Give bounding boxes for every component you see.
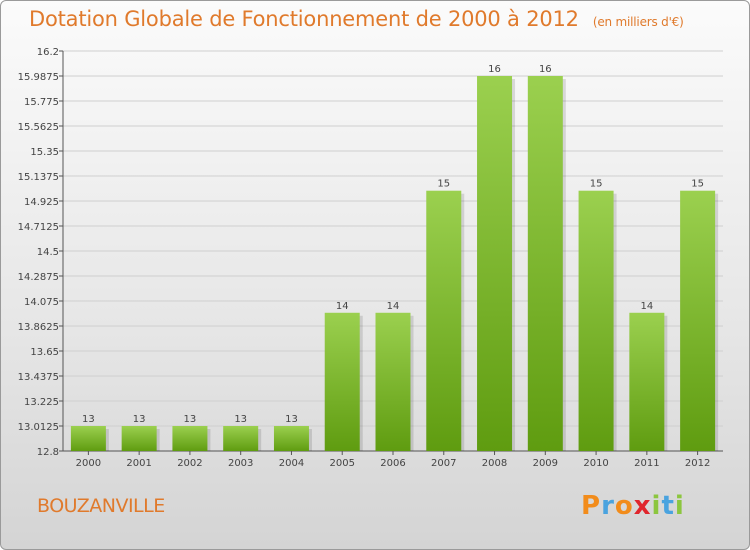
bar-value-label: 13 [82,414,95,425]
chart-title: Dotation Globale de Fonctionnement de 20… [29,7,684,31]
y-tick-label: 14.7125 [18,222,59,233]
bar [172,426,208,451]
x-tick-label: 2001 [126,458,151,469]
logo-letter: P [581,491,602,521]
chart-title-text: Dotation Globale de Fonctionnement de 20… [29,7,579,31]
y-tick-label: 13.225 [24,397,59,408]
x-tick-label: 2004 [279,458,304,469]
y-tick-label: 13.0125 [18,422,59,433]
bar [426,190,462,452]
bar [121,426,157,451]
bar [70,426,106,451]
x-tick-label: 2002 [177,458,202,469]
logo-letter: x [633,491,652,521]
bar [629,312,665,451]
y-tick-label: 16.2 [37,47,59,58]
x-tick-label: 2009 [533,458,558,469]
logo-letter: i [674,491,685,521]
x-tick-label: 2000 [76,458,101,469]
y-tick-label: 14.2875 [18,272,59,283]
bar [324,312,360,451]
bar [527,76,563,451]
y-tick-label: 14.925 [24,197,59,208]
x-tick-label: 2007 [431,458,456,469]
x-tick-label: 2005 [330,458,355,469]
bar-value-label: 13 [285,414,298,425]
proxiti-logo: Proxiti [581,491,685,521]
commune-name: BOUZANVILLE [37,495,165,517]
bar-value-label: 13 [184,414,197,425]
bar [375,312,411,451]
x-tick-label: 2006 [380,458,405,469]
y-tick-label: 15.775 [24,97,59,108]
bar [273,426,309,451]
y-tick-label: 14.075 [24,297,59,308]
logo-letter: t [661,491,675,521]
logo-letter: r [601,491,615,521]
bar-value-label: 15 [691,179,704,190]
bar-value-label: 14 [640,301,653,312]
y-tick-label: 13.65 [30,347,59,358]
bar-value-label: 15 [590,179,603,190]
x-tick-label: 2012 [685,458,710,469]
x-tick-label: 2010 [583,458,608,469]
bar [578,190,614,452]
logo-letter: i [651,491,662,521]
y-tick-label: 12.8 [37,447,59,458]
y-tick-label: 13.4375 [18,372,59,383]
y-tick-label: 15.35 [30,147,59,158]
bar-value-label: 13 [234,414,247,425]
bar-value-label: 13 [133,414,146,425]
bar-value-label: 14 [387,301,400,312]
bar [477,76,513,451]
x-tick-label: 2003 [228,458,253,469]
bar-value-label: 15 [437,179,450,190]
bar-value-label: 16 [539,64,552,75]
y-tick-label: 13.8625 [18,322,59,333]
bar-value-label: 14 [336,301,349,312]
logo-letter: o [614,491,634,521]
y-tick-label: 14.5 [37,247,59,258]
y-tick-label: 15.1375 [18,172,59,183]
y-tick-label: 15.5625 [18,122,59,133]
bar-value-label: 16 [488,64,501,75]
bar [680,190,716,452]
y-tick-label: 15.9875 [18,72,59,83]
chart-subtitle: (en milliers d'€) [592,15,684,29]
bar [223,426,259,451]
x-tick-label: 2011 [634,458,659,469]
x-tick-label: 2008 [482,458,507,469]
